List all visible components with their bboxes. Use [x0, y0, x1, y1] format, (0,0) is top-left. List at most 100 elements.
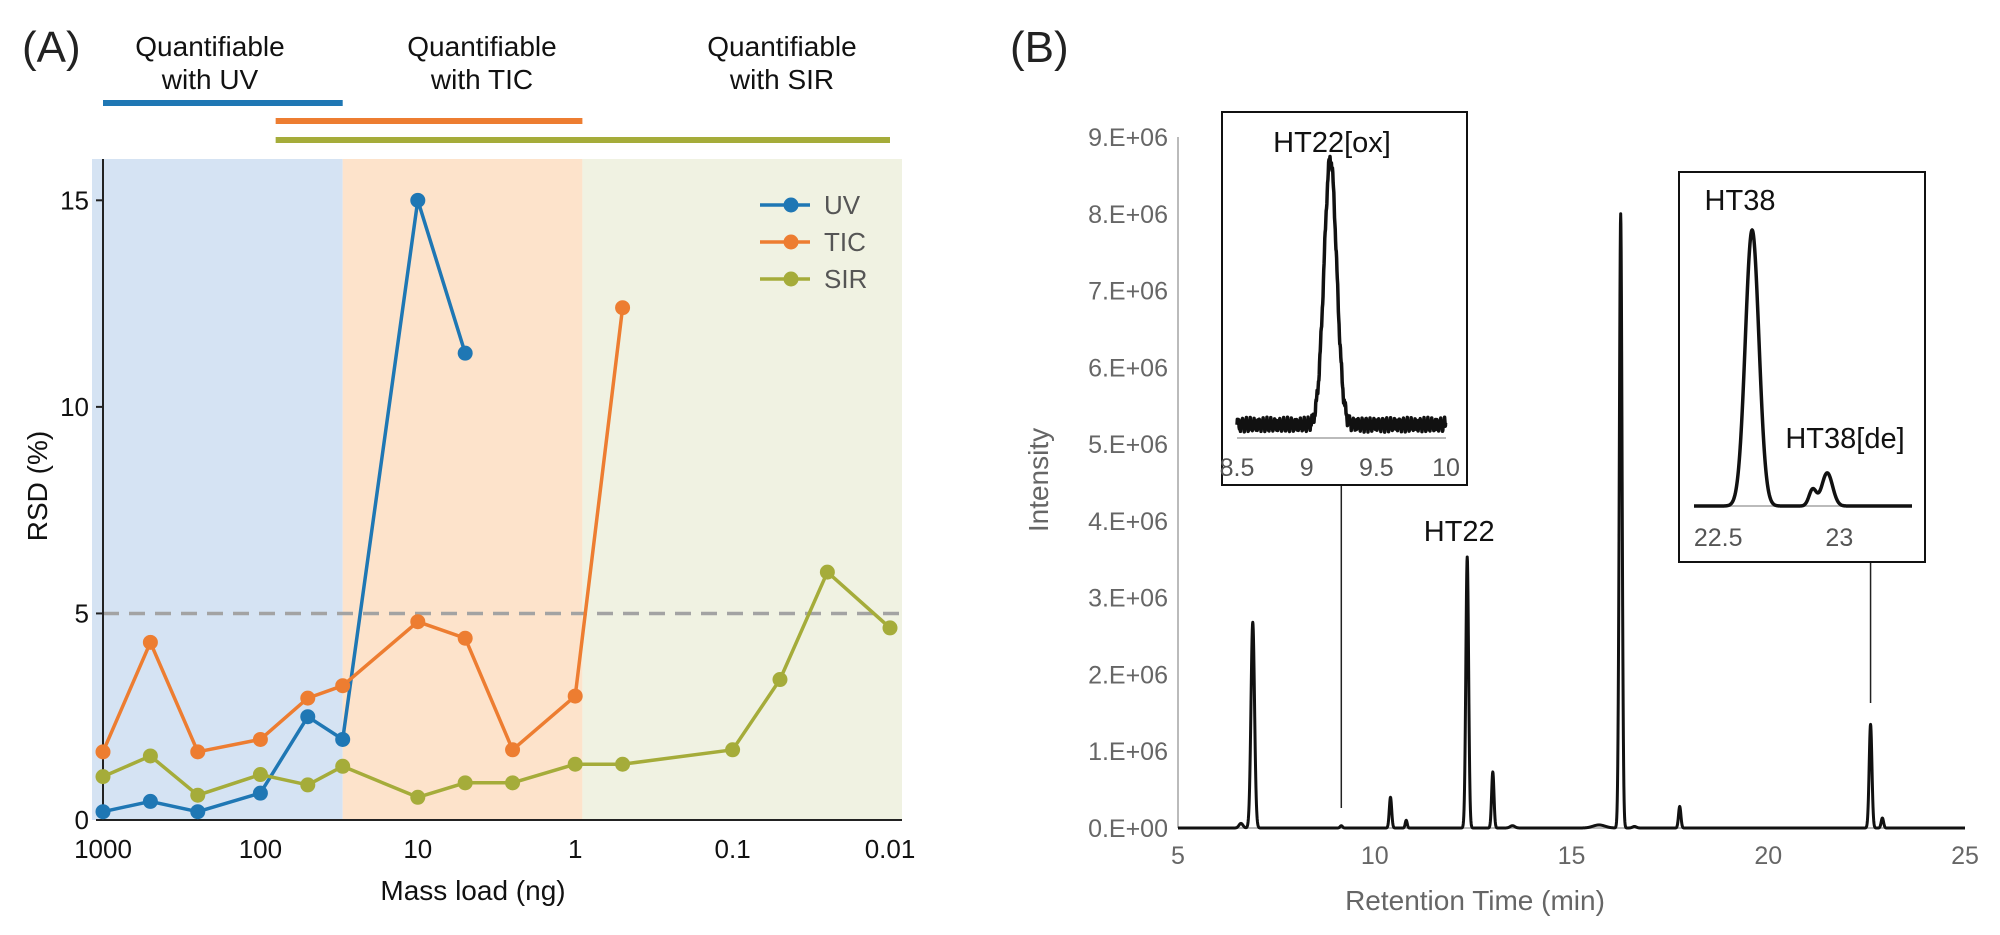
- legend-marker-tic: [783, 234, 799, 250]
- inset-ht38: 22.5 23 HT38 HT38[de]: [1678, 171, 1926, 703]
- data-point-sir: [252, 767, 268, 783]
- zone-sir-label-line2: with SIR: [729, 64, 834, 95]
- x-axis-label-a: Mass load (ng): [380, 875, 565, 906]
- zone-bg-tic: [342, 159, 583, 820]
- panel-b: (B) 0.E+00 1.E+06 2.E+06 3.E+06 4.E+06 5.E+06…: [1010, 23, 1979, 916]
- x-tick-label-b: 10: [1361, 842, 1389, 870]
- y-tick-label-b: 4.E+06: [1088, 508, 1168, 536]
- data-point-tic: [335, 678, 351, 694]
- annotations-b: HT22: [1424, 516, 1495, 548]
- x-tick-label-a: 0.01: [865, 834, 916, 864]
- data-point-sir: [410, 789, 426, 805]
- data-point-tic: [410, 614, 426, 630]
- data-point-tic: [505, 742, 521, 758]
- data-point-sir: [615, 756, 631, 772]
- data-point-uv: [410, 192, 426, 208]
- x-tick-label-b: 5: [1171, 842, 1185, 870]
- data-point-uv: [142, 793, 158, 809]
- y-tick-label-b: 0.E+00: [1088, 815, 1168, 843]
- panel-b-label: (B): [1010, 23, 1069, 72]
- zone-uv-label-line2: with UV: [161, 64, 259, 95]
- data-point-sir: [567, 756, 583, 772]
- data-point-sir: [819, 564, 835, 580]
- series-line-uv: [102, 198, 467, 814]
- x-tick-label-b: 25: [1951, 842, 1979, 870]
- inset-title: HT38: [1705, 185, 1776, 217]
- x-tick-label-b: 15: [1558, 842, 1586, 870]
- y-tick-label-b: 1.E+06: [1088, 738, 1168, 766]
- data-point-sir: [335, 758, 351, 774]
- data-point-sir: [505, 775, 521, 791]
- legend-label-sir: SIR: [824, 264, 867, 294]
- chromatogram-b: [1176, 212, 1967, 830]
- x-tick-label-a: 1000: [74, 834, 132, 864]
- data-point-uv: [190, 804, 206, 820]
- legend-label-uv: UV: [824, 190, 861, 220]
- data-point-sir: [725, 742, 741, 758]
- axes-b: 0.E+00 1.E+06 2.E+06 3.E+06 4.E+06 5.E+06 6.E+…: [1088, 124, 1979, 870]
- data-point-tic: [615, 300, 631, 316]
- data-point-tic: [142, 634, 158, 650]
- zone-bg-sir: [582, 159, 902, 820]
- data-point-uv: [252, 785, 268, 801]
- zone-tic-label-line1: Quantifiable: [407, 31, 556, 62]
- panel-a-label: (A): [22, 23, 81, 72]
- data-point-sir: [882, 620, 898, 636]
- data-point-tic: [95, 744, 111, 760]
- data-point-sir: [95, 769, 111, 785]
- y-tick-label-b: 5.E+06: [1088, 431, 1168, 459]
- inset-frame: [1678, 171, 1926, 563]
- zone-tic-label-line2: with TIC: [430, 64, 533, 95]
- peak-label-ht22: HT22: [1424, 516, 1495, 548]
- y-tick-label-b: 9.E+06: [1088, 124, 1168, 152]
- y-axis-label-b: Intensity: [1023, 428, 1054, 532]
- y-axis-label-a: RSD (%): [22, 431, 53, 541]
- chromatogram-trace: [1176, 212, 1967, 830]
- data-point-uv: [335, 731, 351, 747]
- x-tick-label-a: 1: [568, 834, 582, 864]
- data-point-tic: [300, 690, 316, 706]
- x-tick-label-a: 0.1: [715, 834, 751, 864]
- data-point-sir: [772, 672, 788, 688]
- data-point-sir: [457, 775, 473, 791]
- zone-sir-label-line1: Quantifiable: [707, 31, 856, 62]
- inset-trace: [1235, 154, 1448, 434]
- y-tick-label-a: 5: [75, 598, 89, 628]
- inset-x-tick-label: 9.5: [1359, 454, 1394, 482]
- y-tick-label-b: 3.E+06: [1088, 585, 1168, 613]
- data-point-tic: [252, 731, 268, 747]
- x-tick-label-a: 100: [239, 834, 282, 864]
- data-point-uv: [300, 709, 316, 725]
- legend-label-tic: TIC: [824, 227, 866, 257]
- data-point-sir: [142, 748, 158, 764]
- inset-sub-label: HT38[de]: [1785, 423, 1904, 455]
- panel-a: (A) Quantifiable with UV Quantifiable wi…: [22, 23, 915, 906]
- insets-b: 8.5 9 9.5 10 HT22[ox] 22.5 23 HT38 HT38[de]: [1220, 111, 1926, 808]
- inset-ht22ox: 8.5 9 9.5 10 HT22[ox]: [1220, 111, 1468, 808]
- axes-a: 0 5 10 15 1000 100 10 1 0.1 0.01: [60, 159, 915, 864]
- series-a: [95, 192, 898, 820]
- x-tick-label-a: 10: [403, 834, 432, 864]
- data-point-tic: [190, 744, 206, 760]
- data-point-sir: [190, 787, 206, 803]
- x-axis-label-b: Retention Time (min): [1345, 885, 1605, 916]
- legend-marker-sir: [783, 271, 799, 287]
- data-point-tic: [567, 688, 583, 704]
- legend-a: UV TIC SIR: [760, 190, 867, 294]
- data-point-uv: [457, 345, 473, 361]
- y-tick-label-b: 2.E+06: [1088, 661, 1168, 689]
- data-point-sir: [300, 777, 316, 793]
- inset-x-tick-label: 22.5: [1694, 524, 1743, 552]
- legend-marker-uv: [783, 197, 799, 213]
- inset-title: HT22[ox]: [1273, 127, 1391, 159]
- y-tick-label-b: 7.E+06: [1088, 278, 1168, 306]
- inset-x-tick-label: 9: [1300, 454, 1314, 482]
- zone-uv-label-line1: Quantifiable: [135, 31, 284, 62]
- inset-x-tick-label: 10: [1432, 454, 1460, 482]
- zone-backgrounds: [92, 159, 902, 820]
- inset-x-tick-label: 8.5: [1220, 454, 1255, 482]
- y-tick-label-a: 15: [60, 185, 89, 215]
- zone-bg-uv: [92, 159, 343, 820]
- x-tick-label-b: 20: [1754, 842, 1782, 870]
